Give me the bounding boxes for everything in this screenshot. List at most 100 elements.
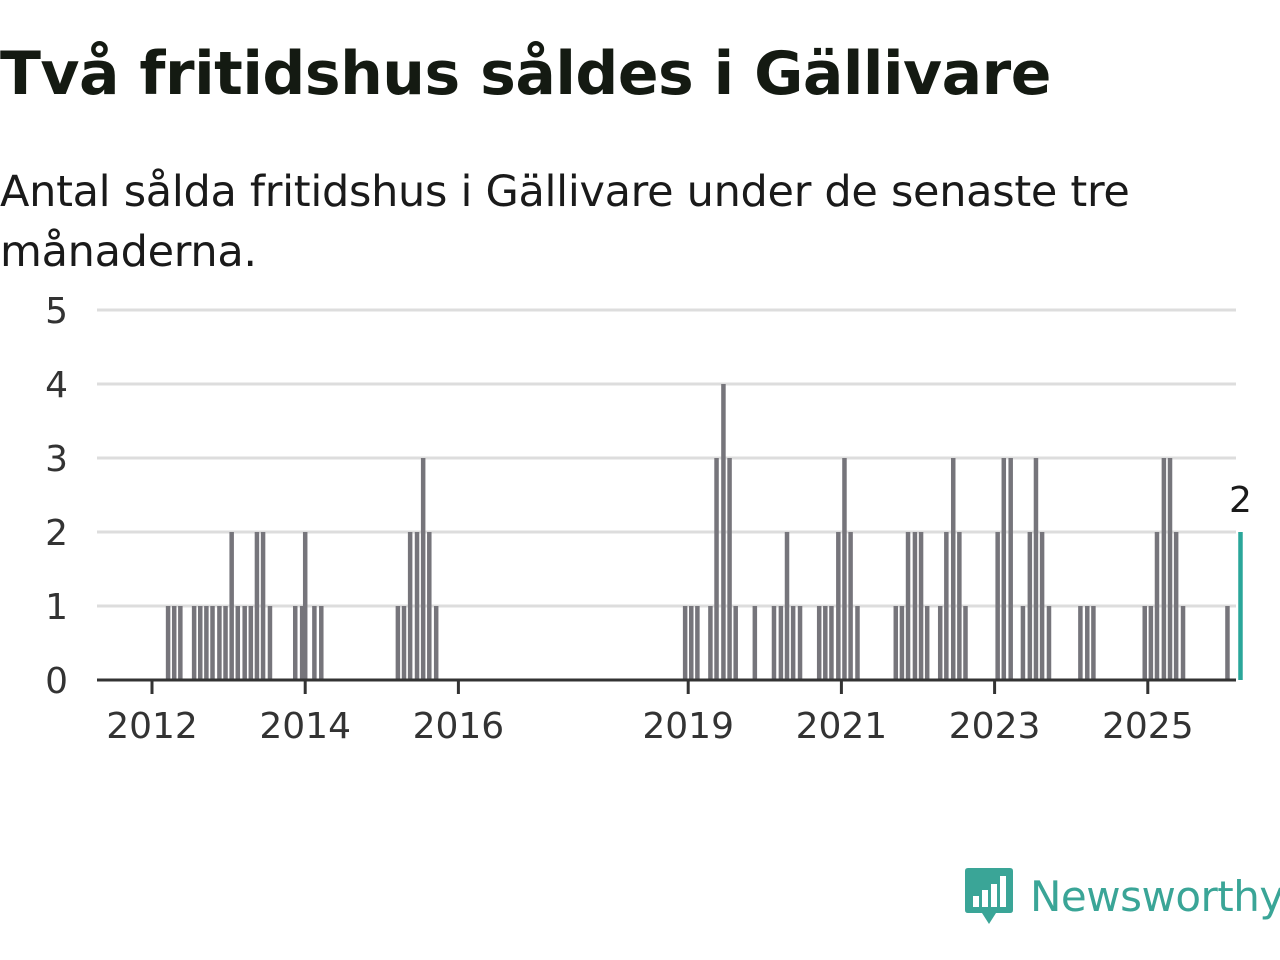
bar	[695, 606, 700, 680]
bar	[797, 606, 803, 680]
bar	[223, 606, 228, 680]
chart-subtitle: Antal sålda fritidshus i Gällivare under…	[0, 167, 1130, 277]
bar	[1161, 458, 1167, 680]
bar	[778, 606, 784, 680]
data-labels: 2	[1229, 480, 1252, 521]
bar	[727, 458, 732, 680]
bar	[204, 606, 209, 680]
bar	[950, 458, 956, 680]
bar	[893, 606, 899, 680]
bar	[963, 606, 968, 680]
x-tick-label: 2012	[106, 706, 198, 747]
bar	[433, 606, 439, 680]
bar	[1180, 606, 1186, 680]
bar	[848, 532, 853, 680]
y-tick-label: 4	[45, 365, 68, 406]
y-tick-label: 2	[45, 513, 68, 554]
bar	[1154, 532, 1160, 680]
bar-value-label: 2	[1229, 480, 1252, 521]
bar	[1033, 458, 1039, 680]
bar	[1020, 606, 1026, 680]
bar	[842, 458, 847, 680]
bar	[714, 458, 719, 680]
bar	[210, 606, 215, 680]
bar	[905, 532, 911, 680]
bar	[171, 606, 177, 680]
bar	[229, 532, 234, 680]
bar	[1225, 606, 1230, 680]
x-tick-label: 2016	[413, 706, 505, 747]
bar	[198, 606, 203, 680]
bar	[191, 606, 197, 680]
bar	[708, 606, 713, 680]
bars	[165, 384, 1243, 680]
bar	[816, 606, 822, 680]
bar	[995, 532, 1000, 680]
bar	[918, 532, 924, 680]
y-axis-ticks: 0 1 2 3 4 5	[45, 291, 68, 702]
bar	[165, 606, 171, 680]
bar	[944, 532, 949, 680]
bar	[427, 532, 432, 680]
y-tick-label: 1	[45, 587, 68, 628]
bar	[248, 606, 254, 680]
bar	[829, 606, 834, 680]
bar	[937, 606, 943, 680]
bar	[235, 606, 241, 680]
bar	[1085, 606, 1090, 680]
bar	[752, 606, 758, 680]
brand-name: Newsworthy	[1030, 871, 1280, 921]
bar	[312, 606, 317, 680]
bar	[1142, 606, 1147, 680]
bar	[242, 606, 247, 680]
bar	[217, 606, 222, 680]
bar	[319, 606, 324, 680]
bar	[721, 384, 726, 680]
x-tick-label: 2019	[642, 706, 734, 747]
y-tick-label: 0	[45, 661, 68, 702]
bar	[733, 606, 738, 680]
bar	[771, 606, 777, 680]
bar	[1148, 606, 1154, 680]
bar	[1008, 458, 1013, 680]
bar	[414, 532, 420, 680]
bar	[912, 532, 918, 680]
bar	[899, 606, 905, 680]
bar	[1001, 458, 1007, 680]
bar	[1173, 532, 1179, 680]
bar	[267, 606, 273, 680]
bar	[1167, 458, 1173, 680]
x-axis-ticks: 2012 2014 2016 2019 2021 2023 2025	[106, 680, 1194, 747]
x-tick-label: 2014	[259, 706, 351, 747]
bar	[407, 532, 413, 680]
chart-title: Två fritidshus såldes i Gällivare	[0, 39, 1051, 109]
bar	[1046, 606, 1052, 680]
bar	[254, 532, 260, 680]
bar	[292, 606, 298, 680]
x-tick-label: 2023	[949, 706, 1041, 747]
bar	[260, 532, 266, 680]
bar-highlight	[1238, 532, 1243, 680]
gridlines	[97, 308, 1236, 608]
y-tick-label: 5	[45, 291, 68, 332]
bar	[689, 606, 694, 680]
bar	[784, 532, 790, 680]
bar	[790, 606, 796, 680]
x-tick-label: 2021	[796, 706, 888, 747]
brand-logo: Newsworthy	[964, 864, 1280, 928]
bar	[924, 606, 930, 680]
bar	[395, 606, 401, 680]
bar	[420, 458, 426, 680]
y-tick-label: 3	[45, 439, 68, 480]
bar	[1039, 532, 1045, 680]
bar	[836, 532, 841, 680]
newsworthy-logo-icon	[965, 868, 1013, 924]
bar	[302, 532, 308, 680]
bar	[178, 606, 183, 680]
bar	[299, 606, 305, 680]
bar	[957, 532, 962, 680]
bar	[682, 606, 688, 680]
bar	[1027, 532, 1033, 680]
bar	[401, 606, 407, 680]
